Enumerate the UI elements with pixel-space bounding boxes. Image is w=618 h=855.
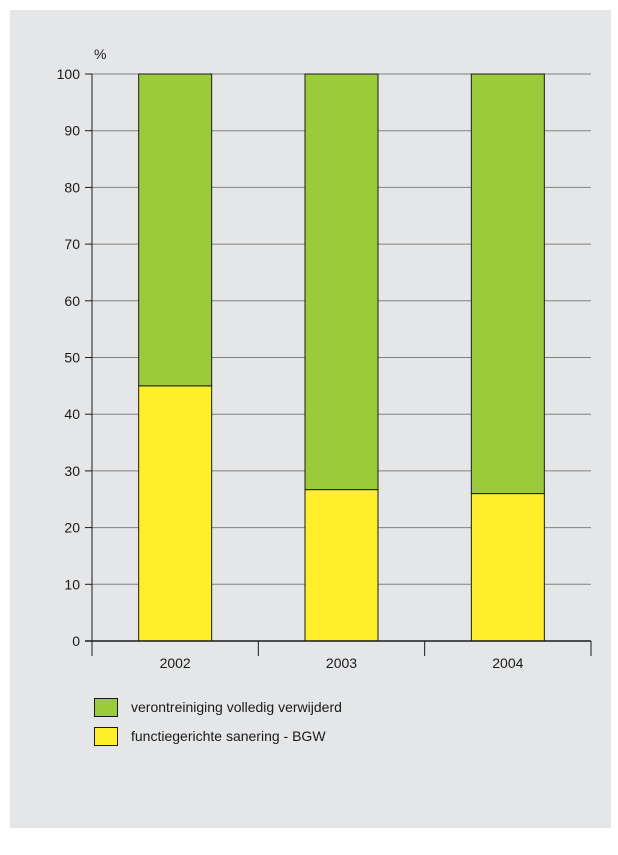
x-tick-label: 2003: [326, 655, 357, 671]
y-tick-label: 30: [64, 463, 80, 479]
legend-swatch-yellow: [94, 727, 118, 746]
legend-label-removed: verontreiniging volledig verwijderd: [131, 699, 342, 715]
y-tick-label: 60: [64, 293, 80, 309]
x-tick-label: 2002: [160, 655, 191, 671]
y-tick-label: 90: [64, 123, 80, 139]
bar-segment-functional: [470, 493, 545, 642]
legend-label-functional: functiegerichte sanering - BGW: [131, 728, 326, 744]
axes: [85, 73, 592, 656]
bar-segment-functional: [304, 489, 379, 642]
bar-segment-functional: [138, 385, 213, 642]
y-tick-label: 40: [64, 406, 80, 422]
x-tick-label: 2004: [492, 655, 523, 671]
y-tick-label: 0: [72, 633, 80, 649]
legend-swatch-green: [94, 698, 118, 717]
y-tick-label: 80: [64, 179, 80, 195]
bar-segment-removed: [470, 73, 545, 495]
y-tick-label: 70: [64, 236, 80, 252]
y-tick-label: 20: [64, 520, 80, 536]
bar-segment-removed: [138, 73, 213, 387]
bars: [138, 73, 545, 642]
y-tick-label: 10: [64, 576, 80, 592]
y-tick-label: 50: [64, 350, 80, 366]
bar-segment-removed: [304, 73, 379, 491]
tick-labels: % 0 10 20 30 40 50 60 70 80 90 100 2002 2003 2004: [57, 46, 524, 671]
y-tick-label: 100: [57, 66, 81, 82]
y-axis-unit-label: %: [94, 46, 106, 62]
